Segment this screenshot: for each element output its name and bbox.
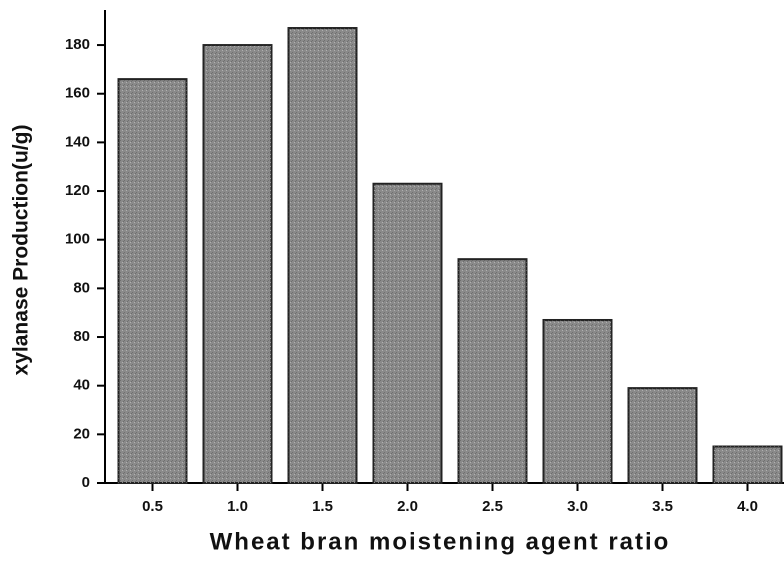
y-tick-label: 20: [73, 425, 90, 442]
y-tick-label: 80: [73, 279, 90, 296]
y-tick-label: 40: [73, 377, 90, 394]
x-axis-title: Wheat bran moistening agent ratio: [210, 528, 671, 555]
bar-texture: [203, 45, 272, 483]
y-axis-title: xylanase Production(u/g): [10, 125, 33, 376]
x-tick-label: 2.0: [397, 498, 418, 515]
bar-texture: [118, 79, 187, 483]
bar-texture: [713, 446, 782, 483]
bar-texture: [543, 319, 612, 483]
y-tick-label: 180: [65, 36, 90, 53]
x-tick-label: 3.0: [567, 498, 588, 515]
x-tick-label: 0.5: [142, 498, 163, 515]
y-tick-label: 0: [82, 474, 90, 491]
y-tick-label: 160: [65, 85, 90, 102]
bar-texture: [458, 259, 527, 483]
bar-texture: [373, 183, 442, 484]
bar-texture: [628, 388, 697, 483]
bar-texture: [288, 28, 357, 484]
y-tick-label: 100: [65, 231, 90, 248]
x-tick-label: 4.0: [737, 498, 758, 515]
y-tick-label: 80: [73, 328, 90, 345]
x-tick-label: 3.5: [652, 498, 673, 515]
y-tick-label: 120: [65, 182, 90, 199]
x-tick-label: 2.5: [482, 498, 503, 515]
x-tick-label: 1.0: [227, 498, 248, 515]
y-tick-label: 140: [65, 133, 90, 150]
x-tick-label: 1.5: [312, 498, 333, 515]
